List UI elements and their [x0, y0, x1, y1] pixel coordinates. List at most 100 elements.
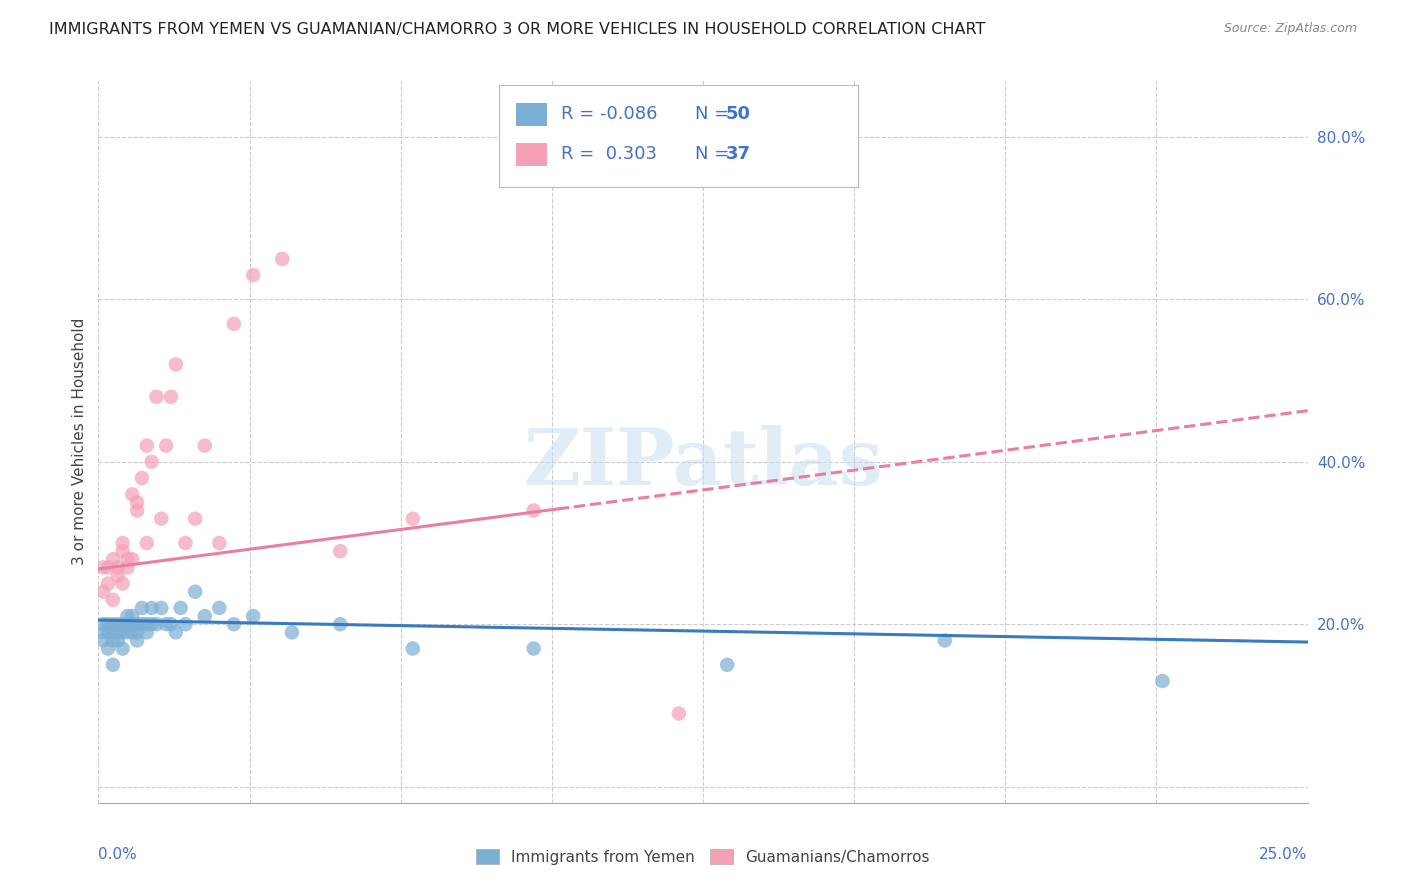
Point: [174, 536, 197, 550]
Point: [121, 625, 143, 640]
Point: [121, 552, 143, 566]
Point: [281, 625, 304, 640]
Point: [523, 641, 546, 656]
Point: [135, 617, 157, 632]
Point: [135, 536, 157, 550]
Point: [150, 511, 173, 525]
Point: [111, 641, 134, 656]
Point: [111, 625, 134, 640]
Text: N =: N =: [695, 145, 734, 163]
Point: [117, 552, 139, 566]
Point: [101, 617, 124, 632]
Text: N =: N =: [695, 105, 734, 123]
Point: [131, 471, 153, 485]
Text: R = -0.086: R = -0.086: [561, 105, 658, 123]
Point: [222, 617, 245, 632]
Point: [97, 560, 120, 574]
Point: [160, 390, 183, 404]
Point: [208, 601, 231, 615]
Point: [194, 439, 217, 453]
Point: [523, 503, 546, 517]
Point: [101, 625, 124, 640]
Point: [402, 511, 425, 525]
Point: [145, 617, 167, 632]
Text: ZIPatlas: ZIPatlas: [523, 425, 883, 501]
Point: [111, 576, 134, 591]
Point: [169, 601, 191, 615]
Point: [117, 625, 139, 640]
Point: [127, 617, 149, 632]
Point: [97, 641, 120, 656]
Point: [165, 625, 187, 640]
Point: [127, 503, 149, 517]
Point: [117, 617, 139, 632]
Text: 0.0%: 0.0%: [98, 847, 138, 863]
Y-axis label: 3 or more Vehicles in Household: 3 or more Vehicles in Household: [72, 318, 87, 566]
Point: [107, 560, 129, 574]
Text: Source: ZipAtlas.com: Source: ZipAtlas.com: [1223, 22, 1357, 36]
Point: [155, 617, 177, 632]
Point: [117, 609, 139, 624]
Point: [97, 617, 120, 632]
Point: [97, 576, 120, 591]
Text: 50: 50: [725, 105, 751, 123]
Point: [135, 625, 157, 640]
Point: [121, 617, 143, 632]
Point: [127, 495, 149, 509]
Point: [107, 625, 129, 640]
Point: [242, 268, 264, 282]
Point: [121, 487, 143, 501]
Point: [184, 584, 207, 599]
Point: [131, 617, 153, 632]
Point: [101, 552, 124, 566]
Point: [127, 633, 149, 648]
Point: [141, 601, 163, 615]
Point: [271, 252, 294, 266]
Point: [107, 568, 129, 582]
Point: [145, 390, 167, 404]
Point: [1152, 673, 1174, 688]
Point: [97, 625, 120, 640]
Point: [242, 609, 264, 624]
Point: [329, 617, 352, 632]
Point: [101, 657, 124, 672]
Point: [131, 601, 153, 615]
Text: 25.0%: 25.0%: [1260, 847, 1308, 863]
Point: [127, 625, 149, 640]
Point: [91, 584, 114, 599]
Point: [101, 592, 124, 607]
Text: 37: 37: [725, 145, 751, 163]
Point: [150, 601, 173, 615]
Point: [111, 536, 134, 550]
Point: [934, 633, 956, 648]
Point: [141, 617, 163, 632]
Point: [111, 617, 134, 632]
Point: [121, 609, 143, 624]
Point: [135, 439, 157, 453]
Point: [668, 706, 690, 721]
Point: [111, 544, 134, 558]
Point: [208, 536, 231, 550]
Point: [194, 609, 217, 624]
Point: [107, 633, 129, 648]
Legend: Immigrants from Yemen, Guamanians/Chamorros: Immigrants from Yemen, Guamanians/Chamor…: [470, 843, 936, 871]
Point: [101, 633, 124, 648]
Point: [155, 439, 177, 453]
Point: [91, 625, 114, 640]
Point: [329, 544, 352, 558]
Point: [222, 317, 245, 331]
Point: [402, 641, 425, 656]
Point: [716, 657, 738, 672]
Point: [91, 617, 114, 632]
Point: [160, 617, 183, 632]
Text: IMMIGRANTS FROM YEMEN VS GUAMANIAN/CHAMORRO 3 OR MORE VEHICLES IN HOUSEHOLD CORR: IMMIGRANTS FROM YEMEN VS GUAMANIAN/CHAMO…: [49, 22, 986, 37]
Text: R =  0.303: R = 0.303: [561, 145, 657, 163]
Point: [184, 511, 207, 525]
Point: [107, 617, 129, 632]
Point: [91, 633, 114, 648]
Point: [117, 560, 139, 574]
Point: [174, 617, 197, 632]
Point: [165, 358, 187, 372]
Point: [141, 455, 163, 469]
Point: [91, 560, 114, 574]
